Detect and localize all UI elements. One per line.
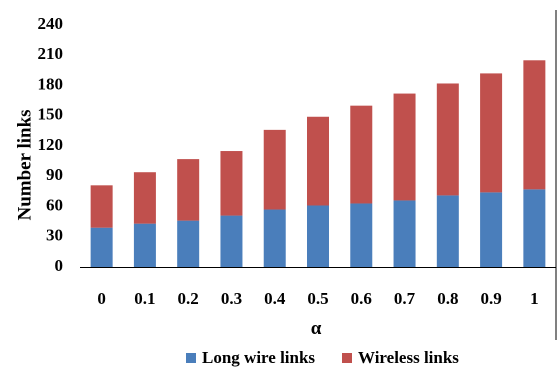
y-tick-label: 120: [38, 135, 64, 154]
y-tick-label: 60: [46, 195, 63, 214]
y-tick-label: 150: [38, 105, 64, 124]
bar-long-wire-links: [523, 189, 546, 267]
legend: Long wire links Wireless links: [186, 348, 459, 367]
bar-wireless-links: [523, 60, 546, 190]
x-tick-label: 0.6: [351, 289, 372, 308]
bar-long-wire-links: [220, 215, 243, 267]
bar-wireless-links: [90, 185, 113, 228]
legend-swatch-long-wire: [186, 353, 196, 363]
bar-wireless-links: [133, 172, 156, 224]
x-tick-label: 0.3: [221, 289, 242, 308]
bar-wireless-links: [436, 83, 459, 196]
x-axis-ticks: 0 0.1 0.2 0.3 0.4 0.5 0.6 0.7 0.8 0.9 1: [97, 289, 538, 308]
y-tick-label: 30: [46, 226, 63, 245]
x-tick-label: 0.7: [394, 289, 416, 308]
bar-long-wire-links: [263, 209, 286, 267]
bars-group: [90, 60, 546, 267]
x-axis-title: α: [311, 318, 322, 339]
legend-label-wireless: Wireless links: [358, 348, 459, 367]
bar-long-wire-links: [436, 195, 459, 267]
x-tick-label: 0.4: [264, 289, 286, 308]
x-tick-label: 0.9: [480, 289, 501, 308]
bar-long-wire-links: [307, 205, 329, 267]
x-tick-label: 0.2: [178, 289, 199, 308]
y-tick-label: 240: [38, 14, 64, 33]
y-tick-label: 180: [38, 74, 64, 93]
y-axis-title: Number links: [14, 109, 35, 220]
bar-long-wire-links: [480, 192, 503, 267]
y-tick-label: 0: [55, 256, 64, 275]
y-axis-title-group: Number links: [14, 109, 35, 220]
bar-wireless-links: [177, 159, 200, 221]
y-tick-label: 90: [46, 165, 63, 184]
bar-wireless-links: [220, 151, 243, 216]
bar-wireless-links: [350, 105, 373, 204]
x-tick-label: 0: [97, 289, 106, 308]
x-tick-label: 1: [530, 289, 539, 308]
bar-wireless-links: [307, 116, 329, 206]
bar-long-wire-links: [90, 227, 113, 267]
x-tick-label: 0.5: [307, 289, 328, 308]
x-tick-label: 0.1: [134, 289, 155, 308]
x-tick-label: 0.8: [437, 289, 458, 308]
bar-wireless-links: [480, 73, 503, 193]
bar-long-wire-links: [393, 200, 416, 267]
bar-long-wire-links: [133, 223, 156, 267]
bar-wireless-links: [393, 93, 416, 201]
legend-swatch-wireless: [342, 353, 352, 363]
bar-wireless-links: [263, 129, 286, 210]
y-axis-ticks: 0 30 60 90 120 150 180 210 240: [38, 14, 64, 275]
legend-label-long-wire: Long wire links: [202, 348, 315, 367]
bar-long-wire-links: [177, 220, 200, 267]
y-tick-label: 210: [38, 44, 64, 63]
bar-long-wire-links: [350, 203, 373, 267]
